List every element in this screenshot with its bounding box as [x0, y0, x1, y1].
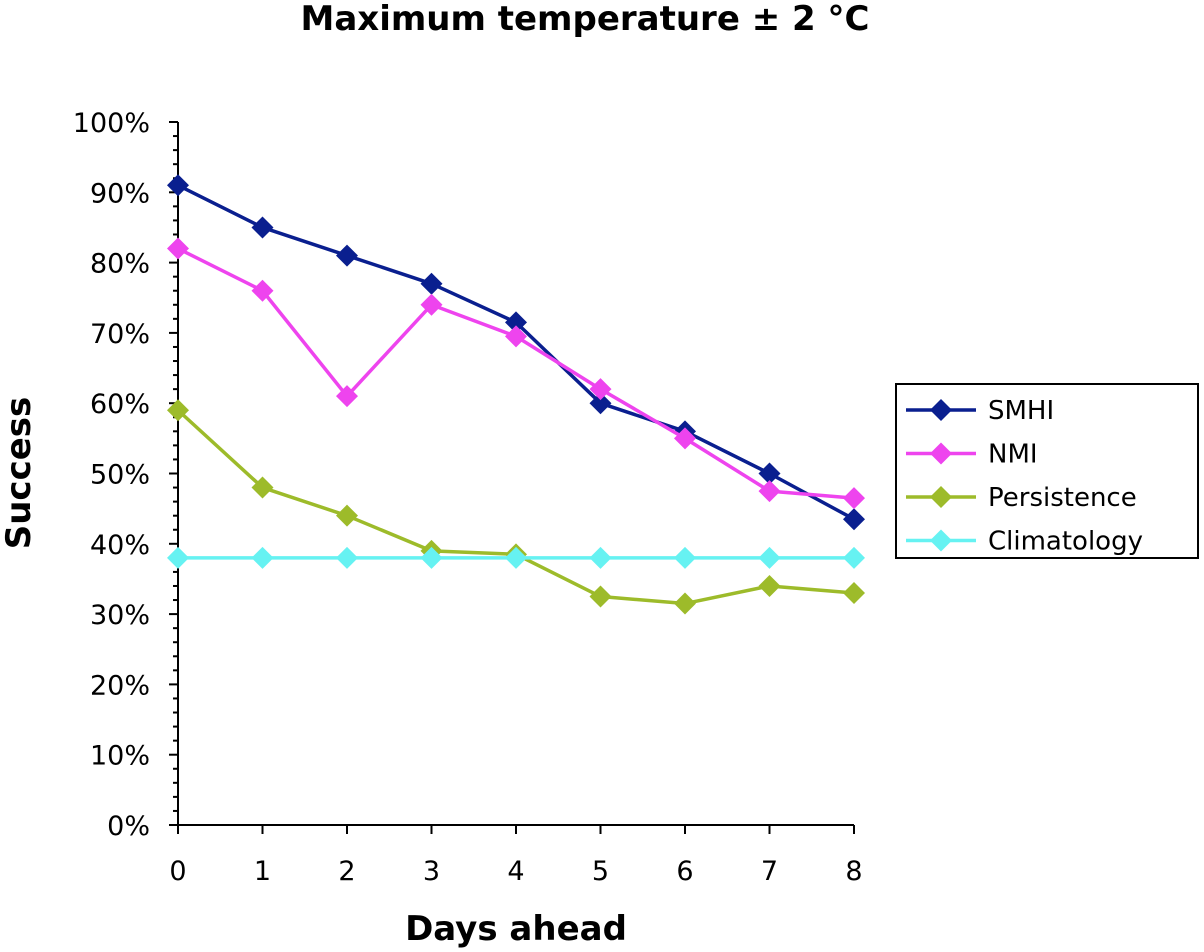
series-nmi — [167, 237, 865, 510]
series-layer — [167, 174, 865, 615]
x-tick-label: 3 — [423, 856, 440, 887]
legend-entry-nmi: NMI — [906, 440, 1038, 470]
data-point-nmi — [336, 385, 358, 408]
x-tick-label: 7 — [761, 856, 778, 887]
series-smhi — [167, 174, 865, 531]
data-point-climatology — [167, 546, 189, 569]
data-point-persistence — [251, 476, 274, 499]
x-tick-label: 0 — [169, 856, 186, 887]
x-axis-title: Days ahead — [405, 909, 627, 949]
data-point-climatology — [758, 546, 781, 569]
data-point-smhi — [589, 392, 612, 415]
legend-entry-persistence: Persistence — [906, 483, 1137, 513]
data-point-nmi — [505, 325, 527, 348]
data-point-nmi — [167, 237, 189, 260]
data-point-smhi — [251, 216, 274, 239]
legend-label: NMI — [988, 440, 1038, 470]
y-tick-label: 10% — [90, 741, 150, 772]
data-point-persistence — [167, 399, 189, 422]
data-point-nmi — [420, 293, 443, 316]
x-tick-label: 6 — [676, 856, 693, 887]
data-point-nmi — [843, 487, 865, 510]
y-tick-label: 50% — [90, 460, 150, 491]
axes: 0% 10% 20% 30% 40% 50% 60% 70% 80% 90% 100% 0 1 2 3 4 5… — [73, 108, 863, 887]
data-point-climatology — [589, 546, 612, 569]
data-point-smhi — [505, 311, 527, 334]
series-line-persistence — [176, 408, 855, 606]
legend-swatch-marker — [930, 486, 952, 508]
data-point-climatology — [420, 546, 443, 569]
data-point-smhi — [167, 174, 189, 197]
data-point-persistence — [336, 504, 358, 527]
chart-title: Maximum temperature ± 2 °C — [300, 0, 869, 39]
series-persistence — [167, 399, 865, 615]
legend-entry-smhi: SMHI — [906, 396, 1054, 426]
data-point-persistence — [758, 574, 781, 597]
data-point-persistence — [843, 582, 865, 605]
legend-label: Climatology — [988, 527, 1143, 557]
data-point-climatology — [251, 546, 274, 569]
series-line-smhi — [177, 183, 855, 521]
data-point-climatology — [336, 546, 358, 569]
data-point-climatology — [674, 546, 696, 569]
data-point-climatology — [505, 546, 527, 569]
y-tick-label: 30% — [90, 600, 150, 631]
x-tick-label: 1 — [254, 856, 271, 887]
y-tick-label: 40% — [90, 530, 150, 561]
legend: SMHI NMI Persistence Climatology — [895, 383, 1199, 559]
legend-label: Persistence — [988, 483, 1137, 513]
series-climatology — [167, 546, 865, 569]
legend-entry-climatology: Climatology — [906, 527, 1143, 557]
series-line-nmi — [177, 246, 855, 500]
x-tick-label: 2 — [338, 856, 355, 887]
y-tick-label: 60% — [90, 389, 150, 420]
data-point-smhi — [843, 508, 865, 531]
data-point-persistence — [589, 585, 612, 608]
y-tick-label: 20% — [90, 670, 150, 701]
data-point-smhi — [420, 272, 443, 295]
data-point-climatology — [843, 546, 865, 569]
legend-swatch-marker — [930, 442, 952, 465]
y-tick-label: 70% — [90, 319, 150, 350]
data-point-nmi — [589, 378, 612, 401]
legend-label: SMHI — [988, 396, 1054, 426]
data-point-nmi — [758, 480, 781, 503]
y-tick-label: 90% — [90, 178, 150, 209]
legend-swatch-marker — [930, 529, 952, 552]
x-ticks: 0 1 2 3 4 5 6 7 8 — [169, 825, 863, 887]
data-point-nmi — [674, 427, 696, 450]
x-tick-label: 8 — [845, 856, 862, 887]
data-point-persistence — [674, 592, 696, 615]
data-point-smhi — [758, 462, 781, 485]
y-axis-title: Success — [0, 397, 39, 550]
data-point-nmi — [251, 279, 274, 302]
x-tick-label: 4 — [507, 856, 524, 887]
y-tick-label: 100% — [73, 108, 150, 139]
y-tick-label: 0% — [107, 811, 150, 842]
x-tick-label: 5 — [592, 856, 609, 887]
data-point-smhi — [336, 244, 358, 267]
y-ticks: 0% 10% 20% 30% 40% 50% 60% 70% 80% 90% 100% — [73, 108, 178, 842]
y-tick-label: 80% — [90, 249, 150, 280]
legend-swatch-marker — [930, 399, 952, 421]
